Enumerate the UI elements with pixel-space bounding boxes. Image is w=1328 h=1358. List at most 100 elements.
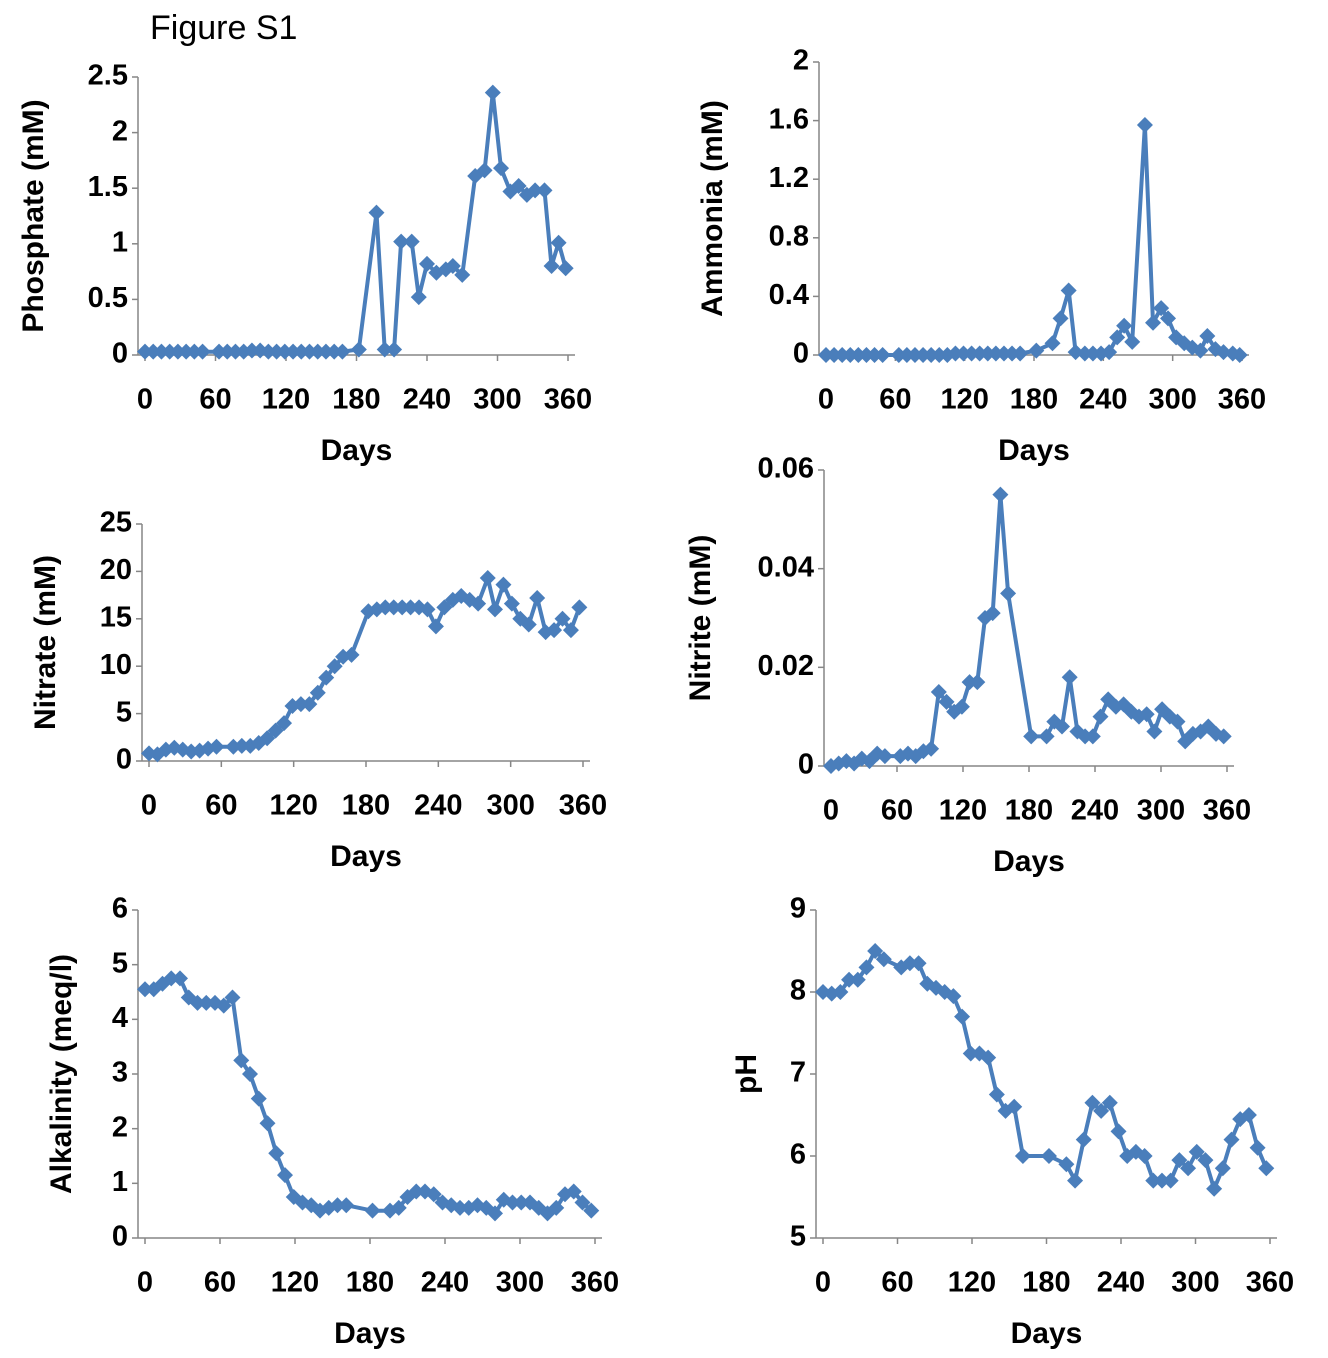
x-tick-label: 60 [199, 384, 231, 416]
y-tick-label: 10 [100, 649, 132, 681]
data-point [198, 994, 215, 1011]
y-tick-label: 0.8 [769, 220, 809, 252]
data-point [227, 343, 244, 360]
x-tick-label: 0 [137, 1267, 153, 1299]
data-point [233, 737, 250, 754]
data-point [571, 599, 588, 616]
x-tick-label: 360 [544, 384, 592, 416]
chart: 0 5 10 15 20 25 0 60 120 180 240 300 360 Days Nitrate … [29, 507, 607, 873]
data-point [1162, 1172, 1179, 1189]
x-axis-title: Days [998, 434, 1070, 467]
data-line [830, 492, 1225, 768]
data-point [826, 347, 843, 363]
data-point [343, 646, 360, 663]
data-point [842, 347, 859, 363]
x-tick-label: 120 [948, 1267, 996, 1299]
y-tick-label: 8 [790, 975, 806, 1007]
x-tick-label: 240 [1097, 1267, 1145, 1299]
y-tick-label: 1.6 [769, 103, 809, 135]
data-point [267, 722, 284, 739]
data-point [1240, 1107, 1257, 1123]
y-tick-label: 2 [793, 45, 809, 77]
data-point [875, 951, 892, 968]
x-tick-label: 120 [940, 384, 988, 416]
data-point [554, 610, 571, 627]
x-tick-label: 360 [1203, 795, 1251, 827]
data-point [1138, 706, 1155, 723]
data-point [1231, 347, 1248, 363]
data-point [962, 1045, 979, 1062]
data-point [1206, 1180, 1223, 1197]
data-point [1058, 1156, 1075, 1173]
y-tick-label: 2 [112, 115, 128, 147]
data-point [137, 343, 153, 360]
data-point [189, 994, 206, 1011]
y-axis-title: Phosphate (mM) [17, 99, 50, 332]
data-point [233, 1052, 250, 1069]
x-tick-label: 240 [403, 384, 451, 416]
chart: 0 0.5 1 1.5 2 2.5 0 60 120 180 240 300 360 Days Phosph… [17, 60, 592, 467]
data-point [906, 347, 923, 363]
data-point [487, 1205, 503, 1222]
data-point [987, 345, 1004, 362]
data-point [1145, 1172, 1162, 1189]
data-point [954, 1008, 971, 1025]
data-point [818, 347, 834, 363]
y-tick-label: 5 [790, 1221, 806, 1253]
data-point [953, 698, 970, 715]
chart: 0 0.02 0.04 0.06 0 60 120 180 240 300 360 Days Nitri… [684, 453, 1251, 878]
data-point [145, 343, 162, 360]
data-point [988, 1086, 1005, 1103]
x-axis-title: Days [330, 840, 402, 873]
data-point [1093, 1102, 1110, 1119]
data-point [1136, 1148, 1153, 1164]
x-tick-label: 180 [1022, 1267, 1070, 1299]
data-point [376, 341, 393, 358]
data-point [1197, 1152, 1214, 1169]
data-point [1040, 1148, 1057, 1164]
data-point [153, 343, 170, 360]
y-tick-label: 20 [100, 554, 132, 586]
data-point [484, 84, 501, 101]
data-point [1092, 708, 1109, 725]
data-point [1012, 345, 1029, 362]
y-tick-label: 0 [112, 1221, 128, 1253]
x-tick-label: 360 [1246, 1267, 1294, 1299]
data-point [1028, 342, 1045, 359]
data-line [145, 90, 568, 354]
data-point [1101, 1094, 1118, 1111]
y-tick-label: 0.04 [758, 551, 814, 583]
data-point [219, 343, 236, 360]
y-tick-label: 2.5 [88, 60, 128, 92]
data-point [402, 599, 419, 616]
data-point [317, 343, 334, 360]
data-point [876, 748, 893, 765]
data-point [285, 343, 302, 360]
data-point [867, 943, 884, 959]
data-point [1192, 342, 1209, 359]
x-tick-label: 60 [205, 790, 237, 822]
data-point [368, 204, 385, 221]
data-point [858, 959, 875, 976]
data-point [1067, 1172, 1084, 1189]
y-tick-label: 4 [112, 1002, 128, 1034]
data-point [1249, 1139, 1266, 1156]
data-point [1160, 310, 1177, 327]
data-point [947, 345, 964, 362]
x-tick-label: 120 [269, 790, 317, 822]
x-tick-label: 120 [939, 795, 987, 827]
data-point [1014, 1148, 1031, 1164]
data-point [268, 1145, 285, 1162]
data-point [1136, 116, 1153, 133]
x-tick-label: 180 [332, 384, 380, 416]
x-axis-title: Days [1011, 1317, 1083, 1350]
data-point [390, 1199, 407, 1216]
data-point [969, 674, 986, 691]
data-point [1258, 1160, 1275, 1177]
data-point [1171, 1152, 1188, 1169]
data-point [527, 182, 544, 199]
y-tick-label: 0 [116, 744, 132, 776]
x-tick-label: 120 [271, 1267, 319, 1299]
data-point [1215, 728, 1232, 745]
